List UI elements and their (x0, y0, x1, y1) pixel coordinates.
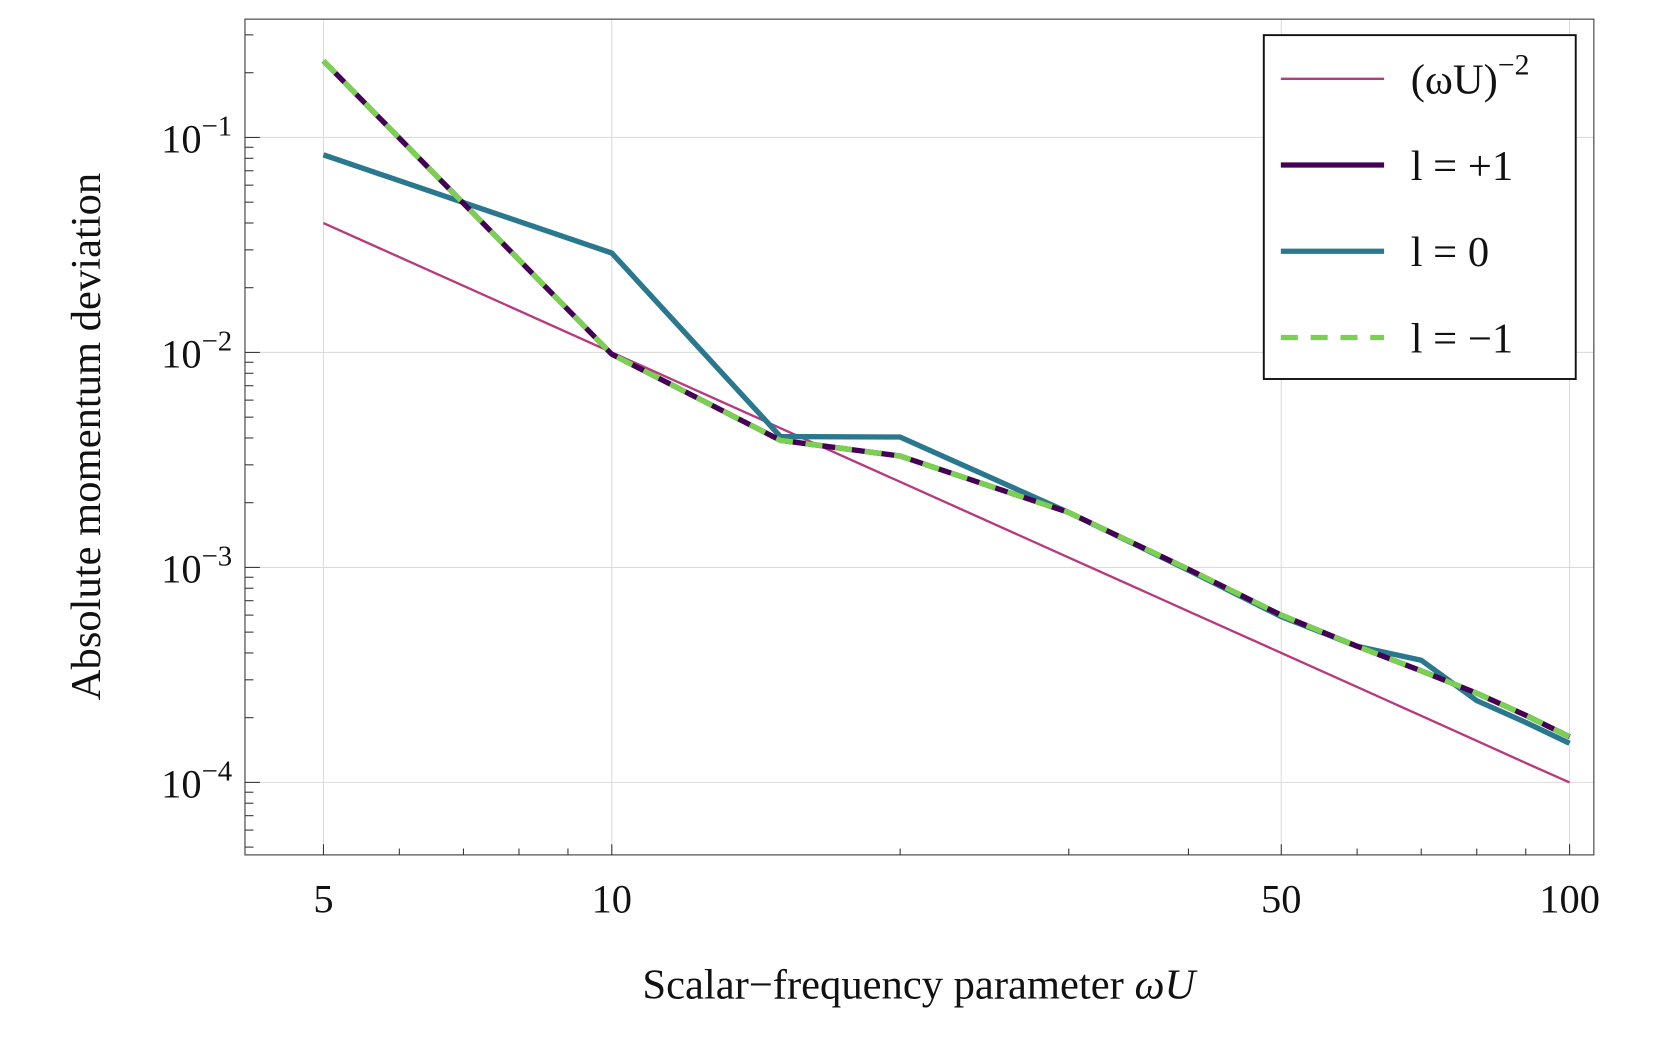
y-tick-label: 10−1 (161, 110, 232, 161)
legend-label-exponent: −2 (1498, 49, 1530, 82)
legend-label-text: l = 0 (1411, 229, 1489, 276)
legend-label-text: l = +1 (1411, 143, 1513, 190)
plot-frame (244, 18, 1595, 856)
legend-box (1262, 34, 1577, 380)
y-tick-base: 10 (161, 546, 201, 591)
x-tick-label: 100 (1539, 876, 1600, 921)
y-tick-base: 10 (161, 116, 201, 161)
x-tick-label: 5 (313, 876, 333, 921)
y-tick-label: 10−3 (161, 540, 232, 591)
series-line-U−2 (322, 221, 1571, 784)
legend-label-text: l = −1 (1411, 315, 1513, 362)
x-tick-label: 10 (592, 876, 632, 921)
y-tick-base: 10 (161, 761, 201, 806)
y-tick-exponent: −4 (202, 755, 233, 787)
y-tick-label: 10−4 (161, 755, 232, 806)
x-tick-label: 50 (1261, 876, 1301, 921)
y-tick-exponent: −1 (202, 110, 233, 142)
legend: (ωU)−2 l = +1 l = 0 l = −1 (1262, 34, 1577, 380)
legend-label: (ωU)−2 (1411, 49, 1530, 104)
x-axis-label: Scalar−frequency parameter ωU (642, 962, 1198, 1009)
legend-label: l = 0 (1411, 229, 1489, 276)
y-tick-base: 10 (161, 331, 201, 376)
y-tick-exponent: −3 (202, 540, 233, 572)
y-tick-exponent: −2 (202, 325, 233, 357)
series-line-l−1 (321, 59, 1571, 740)
legend-label: l = −1 (1411, 315, 1513, 362)
legend-label-text: (ωU) (1411, 57, 1498, 104)
legend-label: l = +1 (1411, 143, 1513, 190)
x-axis-label-text: Scalar−frequency parameter (642, 962, 1134, 1009)
x-axis-label-symbol: ωU (1135, 962, 1199, 1009)
y-axis-label: Absolute momentum deviation (63, 173, 110, 700)
y-tick-label: 10−2 (161, 325, 232, 376)
